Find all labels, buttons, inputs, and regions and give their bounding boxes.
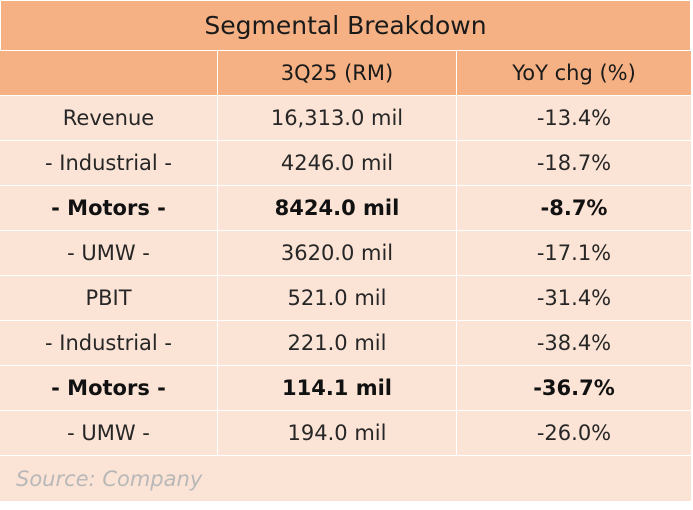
row-label: - UMW -	[0, 231, 218, 276]
row-label: - Industrial -	[0, 141, 218, 186]
table-row: - UMW - 194.0 mil -26.0%	[0, 411, 691, 456]
row-yoy: -26.0%	[457, 411, 691, 456]
table-row: Revenue 16,313.0 mil -13.4%	[0, 96, 691, 141]
row-yoy: -17.1%	[457, 231, 691, 276]
row-value: 4246.0 mil	[218, 141, 457, 186]
table-row: - Industrial - 4246.0 mil -18.7%	[0, 141, 691, 186]
row-value: 8424.0 mil	[218, 186, 457, 231]
row-label: - UMW -	[0, 411, 218, 456]
row-label: PBIT	[0, 276, 218, 321]
source-note: Source: Company	[0, 456, 691, 501]
table-row: - Motors - 114.1 mil -36.7%	[0, 366, 691, 411]
row-value: 521.0 mil	[218, 276, 457, 321]
header-cell-value: 3Q25 (RM)	[218, 51, 457, 96]
row-value: 194.0 mil	[218, 411, 457, 456]
segmental-table: Segmental Breakdown 3Q25 (RM) YoY chg (%…	[0, 0, 691, 501]
table-title: Segmental Breakdown	[0, 0, 691, 51]
table-row: PBIT 521.0 mil -31.4%	[0, 276, 691, 321]
row-yoy: -13.4%	[457, 96, 691, 141]
row-yoy: -8.7%	[457, 186, 691, 231]
row-yoy: -18.7%	[457, 141, 691, 186]
row-yoy: -38.4%	[457, 321, 691, 366]
header-row: 3Q25 (RM) YoY chg (%)	[0, 51, 691, 96]
row-label: Revenue	[0, 96, 218, 141]
row-label: - Motors -	[0, 186, 218, 231]
table-row: - UMW - 3620.0 mil -17.1%	[0, 231, 691, 276]
header-cell-label	[0, 51, 218, 96]
row-value: 3620.0 mil	[218, 231, 457, 276]
row-value: 221.0 mil	[218, 321, 457, 366]
row-value: 114.1 mil	[218, 366, 457, 411]
row-label: - Industrial -	[0, 321, 218, 366]
row-yoy: -31.4%	[457, 276, 691, 321]
table-row: - Industrial - 221.0 mil -38.4%	[0, 321, 691, 366]
row-label: - Motors -	[0, 366, 218, 411]
table-row: - Motors - 8424.0 mil -8.7%	[0, 186, 691, 231]
header-cell-yoy: YoY chg (%)	[457, 51, 691, 96]
row-yoy: -36.7%	[457, 366, 691, 411]
row-value: 16,313.0 mil	[218, 96, 457, 141]
